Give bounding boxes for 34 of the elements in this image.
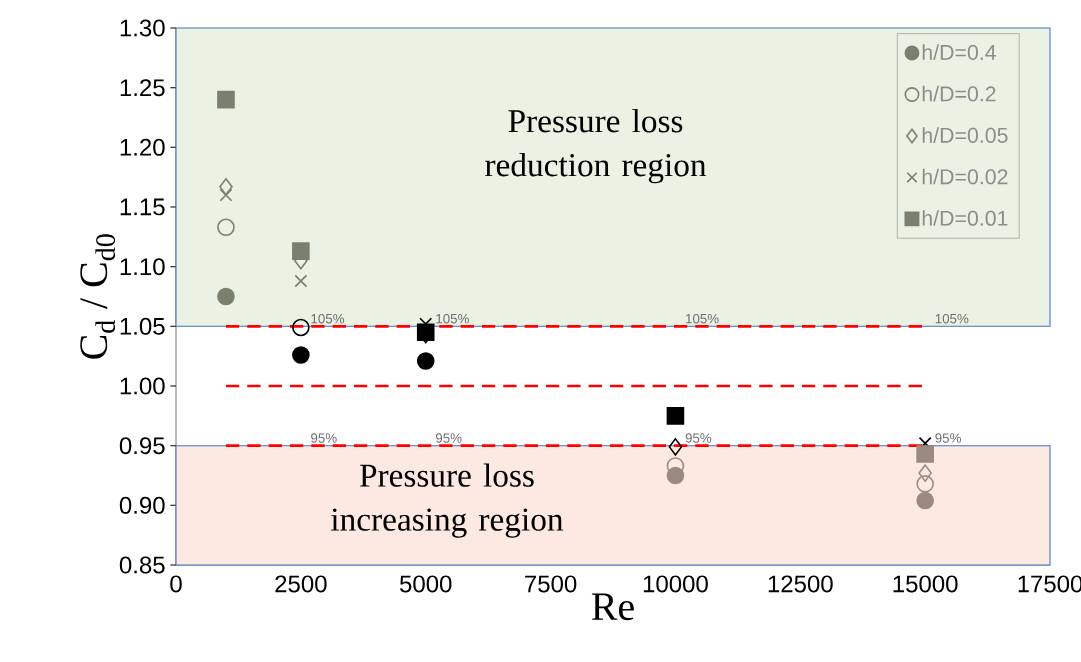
x-tick-label: 0 (170, 575, 182, 593)
y-tick-label: 1.10 (120, 258, 165, 276)
legend-label: h/D=0.05 (922, 127, 1008, 143)
y-tick-label: 0.95 (119, 437, 165, 455)
y-tick-label: 1.30 (120, 19, 165, 37)
annotation: 105% (935, 313, 969, 324)
annotation: 95% (685, 433, 712, 443)
x-axis-title: Re (591, 593, 634, 621)
y-tick-label: 1.05 (120, 317, 165, 335)
band-label: Pressure loss increasing region (331, 463, 564, 538)
y-tick-label: 0.85 (119, 556, 165, 574)
x-tick-label: 5000 (399, 575, 452, 593)
legend-label: h/D=0.4 (922, 44, 996, 60)
x-tick-label: 10000 (643, 575, 708, 593)
x-tick-label: 12500 (768, 575, 833, 593)
y-tick-label: 1.00 (120, 377, 165, 395)
y-tick-label: 0.90 (119, 496, 165, 514)
y-axis-title: C$_{d}$ / C$_{d0}$ (80, 234, 116, 359)
x-tick-label: 7500 (525, 575, 577, 593)
annotation: 95% (311, 433, 337, 443)
x-tick-label: 15000 (893, 575, 958, 593)
annotation: 95% (935, 433, 961, 443)
y-tick-label: 1.20 (120, 138, 165, 156)
legend-label: h/D=0.01 (922, 210, 1008, 226)
annotation: 105% (436, 313, 469, 324)
legend-label: h/D=0.02 (922, 168, 1008, 185)
annotation: 105% (311, 313, 345, 324)
annotation: 105% (686, 313, 719, 324)
band-label: Pressure loss reduction region (485, 108, 707, 184)
y-tick-label: 1.25 (120, 79, 165, 97)
y-tick-label: 1.15 (120, 198, 165, 216)
x-tick-label: 2500 (275, 575, 327, 593)
legend-label: h/D=0.2 (922, 85, 996, 102)
annotation: 95% (435, 433, 462, 443)
